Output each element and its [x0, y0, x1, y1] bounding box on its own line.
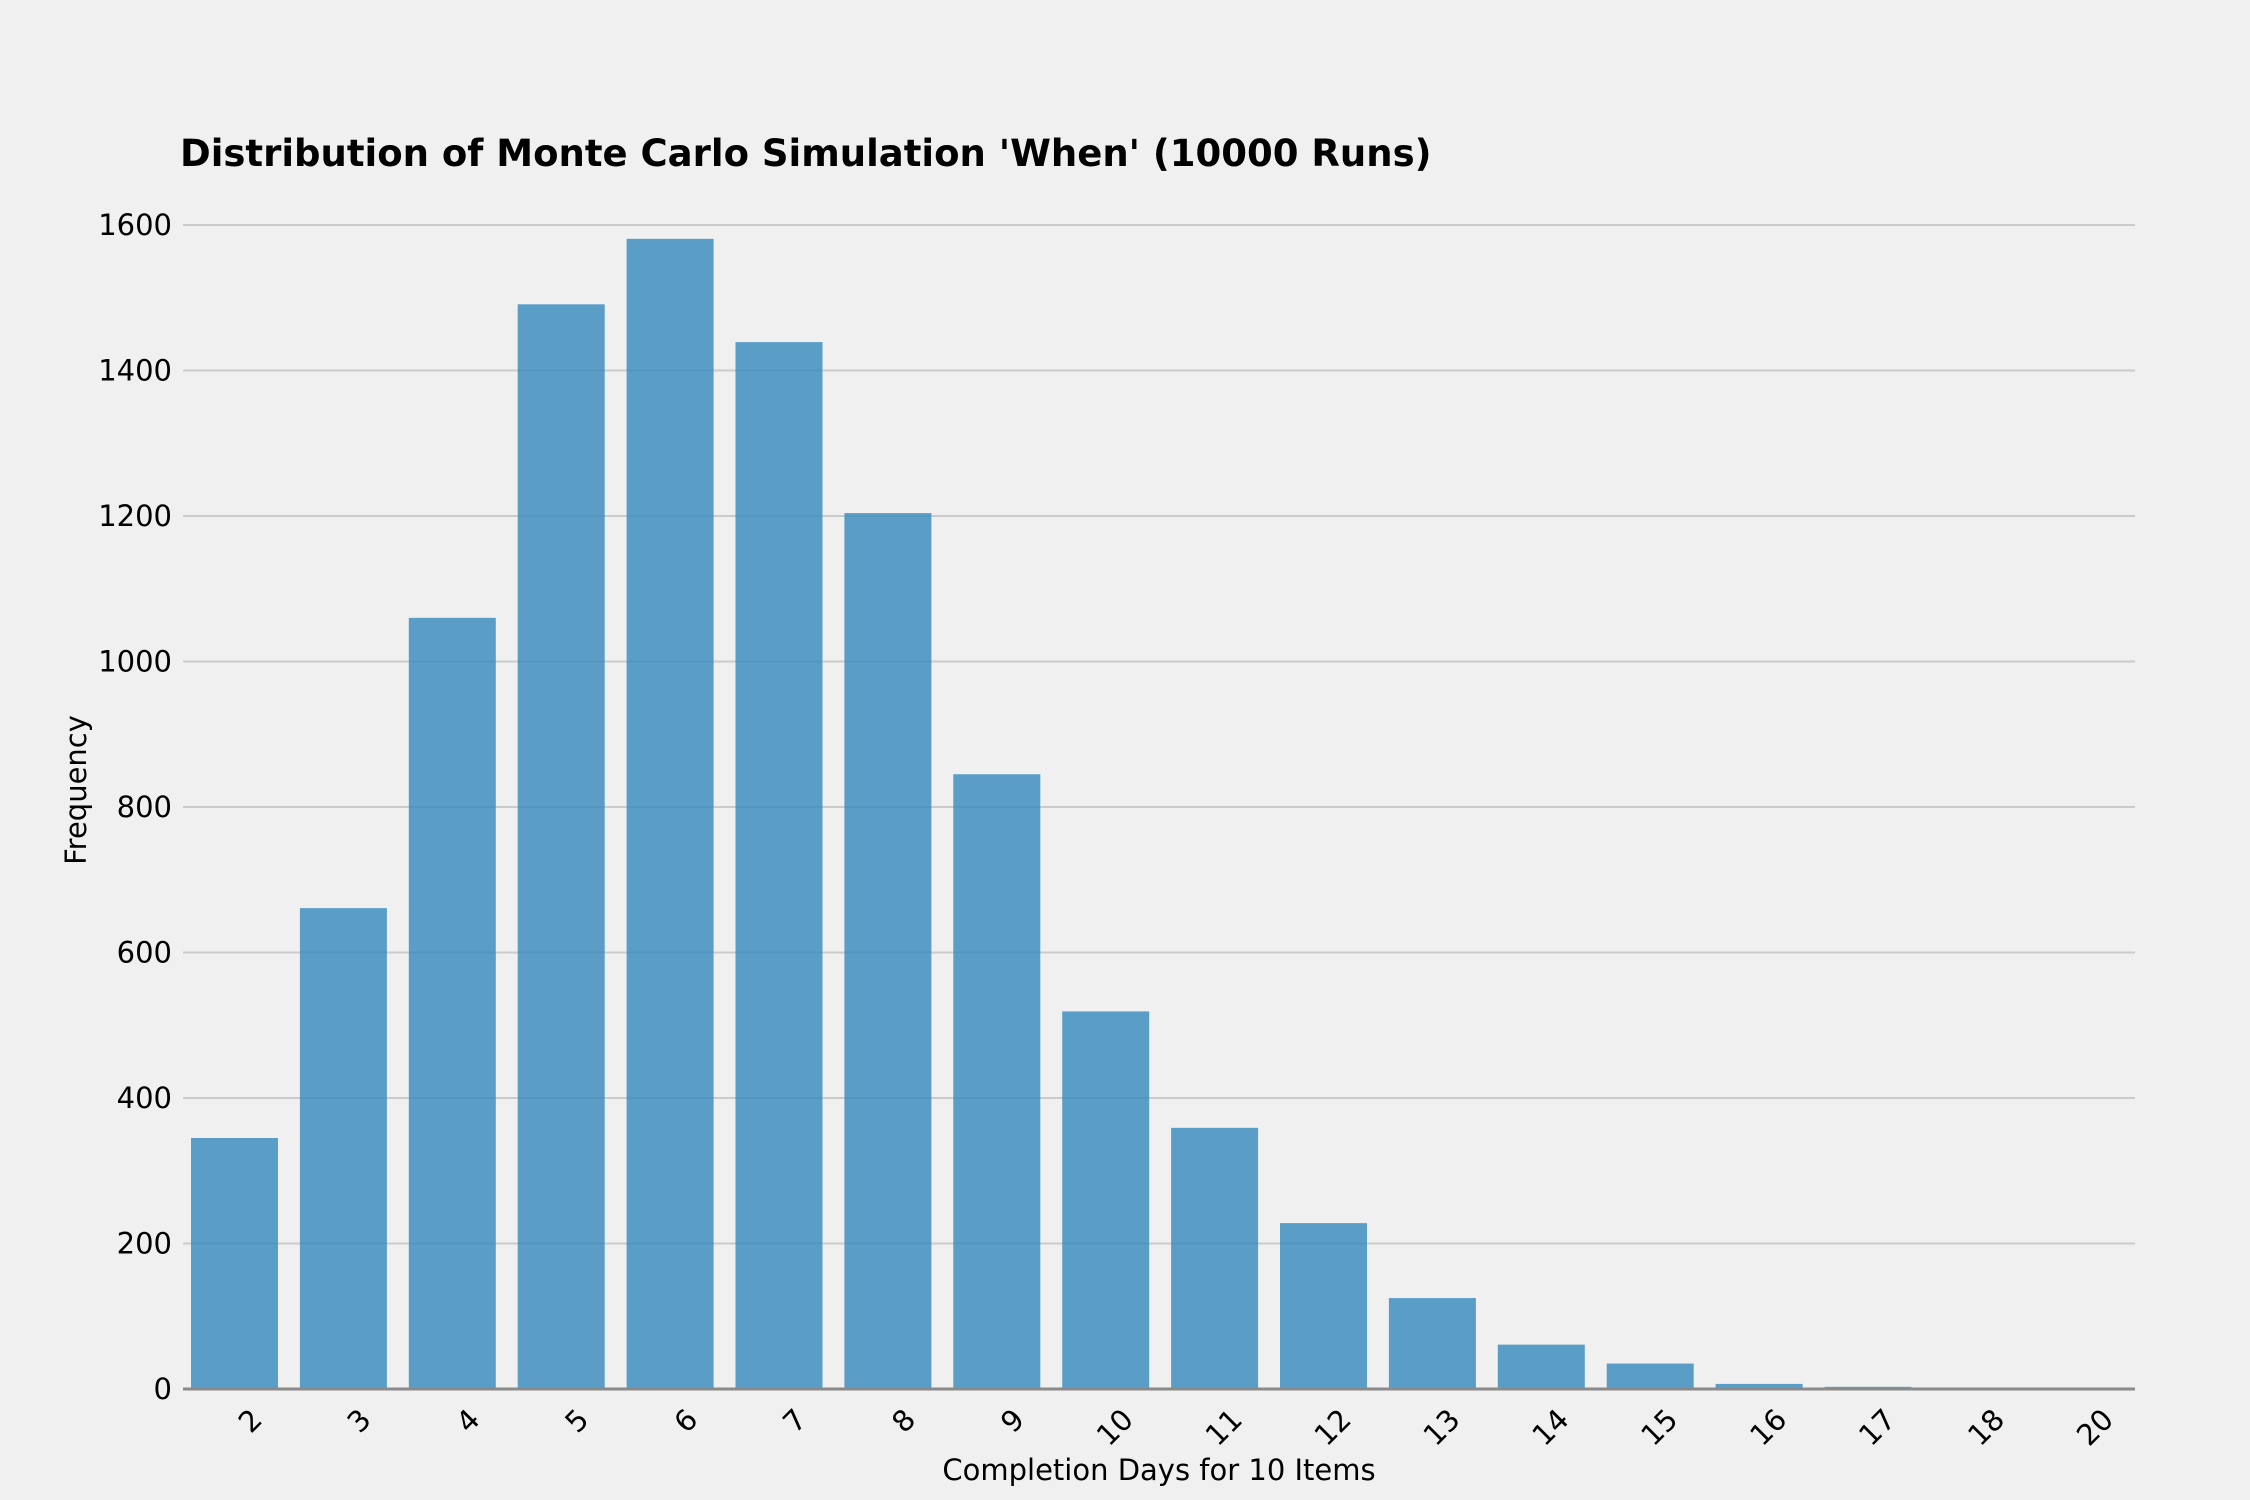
- bar: [1171, 1127, 1259, 1389]
- bar: [299, 908, 387, 1389]
- y-tick-label: 1200: [98, 499, 172, 533]
- bar: [1280, 1223, 1367, 1389]
- bar: [626, 238, 714, 1389]
- y-tick-label: 600: [117, 936, 172, 970]
- bar: [735, 342, 823, 1390]
- x-axis-label: Completion Days for 10 Items: [942, 1453, 1375, 1487]
- y-tick-label: 0: [154, 1372, 172, 1406]
- y-tick-label: 200: [117, 1227, 172, 1261]
- bar: [1715, 1383, 1803, 1389]
- bar: [408, 617, 496, 1389]
- y-tick-labels: 0 200 400 600 800 1000 1200 1400 1600: [98, 208, 172, 1406]
- bar: [191, 1138, 278, 1389]
- bar: [1388, 1298, 1476, 1389]
- bar: [1497, 1344, 1585, 1389]
- y-axis-label: Frequency: [59, 715, 93, 865]
- y-tick-label: 1400: [98, 354, 172, 388]
- bar: [844, 513, 932, 1389]
- y-tick-label: 800: [117, 790, 172, 824]
- y-tick-label: 1600: [98, 208, 172, 242]
- bar: [953, 774, 1041, 1389]
- bar: [1062, 1011, 1150, 1389]
- y-tick-label: 400: [117, 1081, 172, 1115]
- bar: [1606, 1363, 1694, 1389]
- y-tick-label: 1000: [98, 645, 172, 679]
- bars: [191, 238, 2130, 1390]
- bar: [517, 304, 605, 1389]
- chart-title: Distribution of Monte Carlo Simulation '…: [180, 132, 1432, 175]
